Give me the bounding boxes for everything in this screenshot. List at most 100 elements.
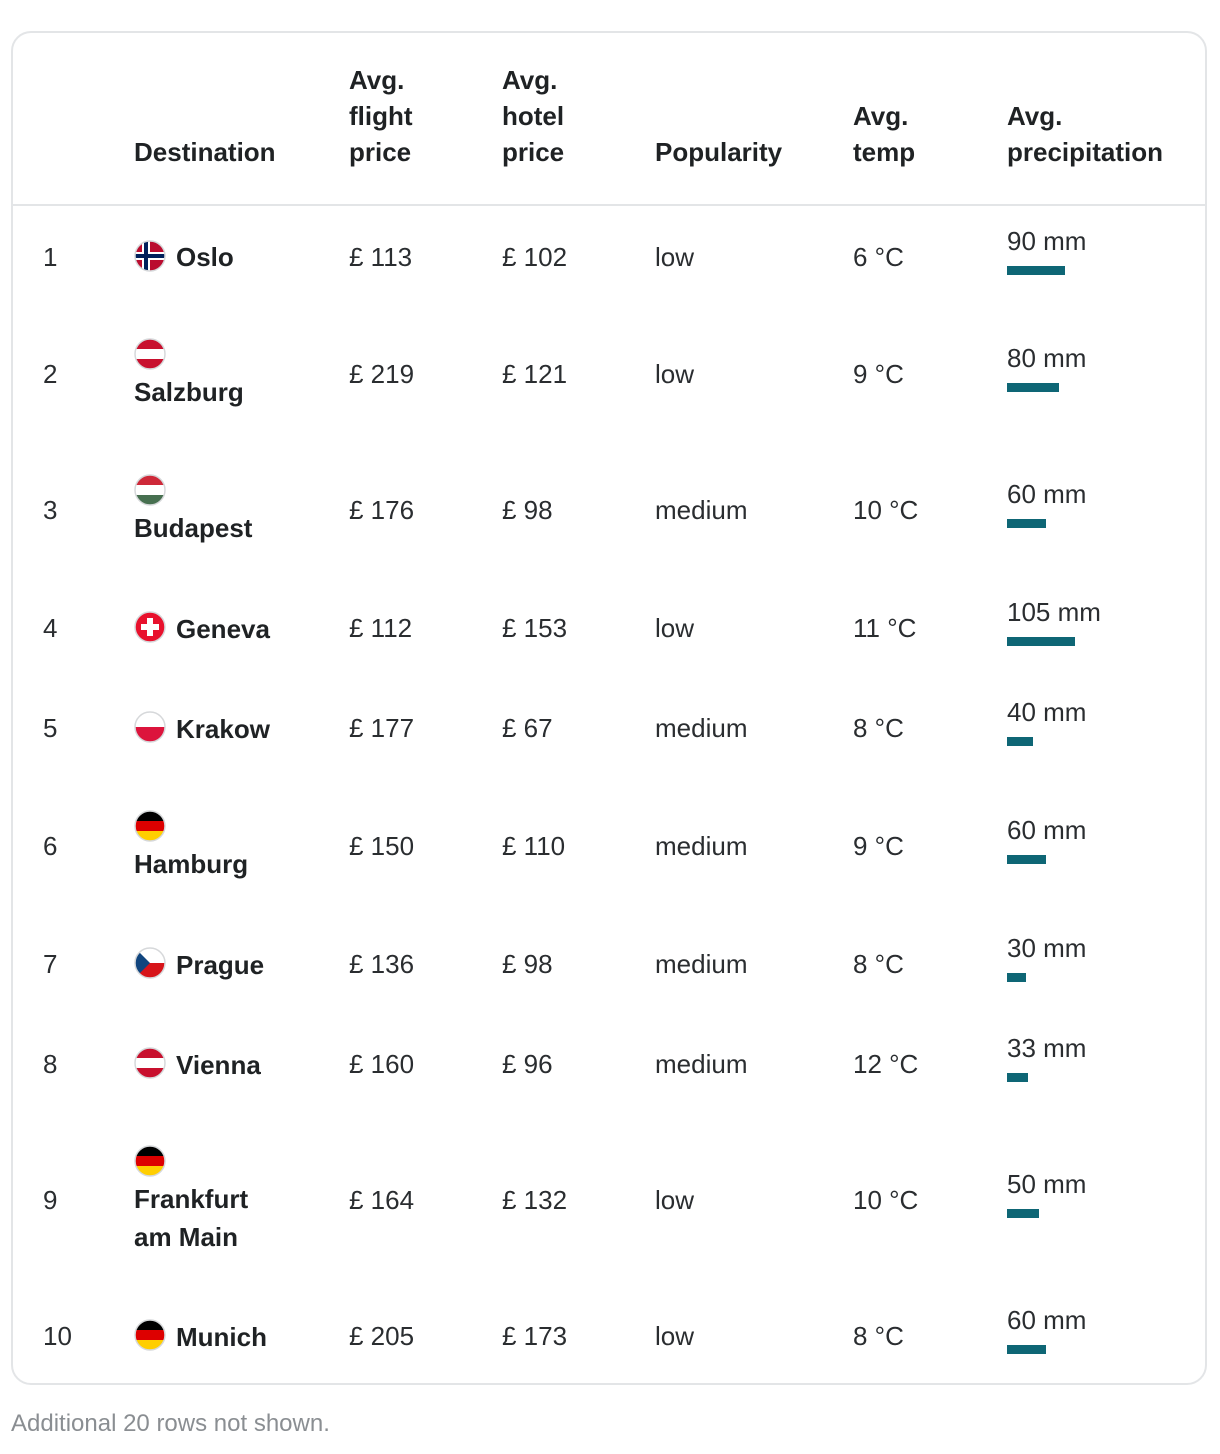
hotel-price-cell: £ 132 [502, 1185, 568, 1215]
header-temp-line1: Avg. [853, 101, 909, 131]
precipitation-value: 60 mm [1007, 1305, 1087, 1335]
precipitation-bar [1007, 973, 1026, 982]
destination-cell: Budapest [134, 441, 349, 579]
precipitation: 30 mm [1007, 930, 1205, 982]
rank-cell: 9 [43, 1185, 58, 1215]
rank-cell: 3 [43, 495, 58, 525]
hungary-flag-icon [134, 474, 274, 506]
flight-price-cell: £ 150 [349, 831, 415, 861]
precipitation-value: 40 mm [1007, 697, 1087, 727]
precipitation-value: 30 mm [1007, 933, 1087, 963]
popularity-cell: low [655, 613, 695, 643]
destination: Salzburg [134, 338, 274, 410]
destination: Vienna [134, 1045, 274, 1083]
hotel-price-cell: £ 121 [502, 359, 568, 389]
rank-cell: 4 [43, 613, 58, 643]
table-row: 9 Frankfurt am Main £ 164 £ 132 low 10 °C 50 m… [13, 1113, 1205, 1287]
destinations-table-card: Destination Avg. flight price Avg. hotel… [11, 31, 1207, 1385]
rank-cell: 2 [43, 359, 58, 389]
header-hotel-line3: price [502, 137, 565, 167]
destination: Munich [134, 1317, 274, 1355]
precipitation-bar [1007, 519, 1046, 528]
header-hotel-line1: Avg. [502, 65, 558, 95]
table-row: 5 Krakow £ 177 £ 67 medium 8 °C 40 mm [13, 677, 1205, 779]
hotel-price-cell: £ 173 [502, 1321, 568, 1351]
header-destination: Destination [134, 33, 349, 206]
temp-cell: 8 °C [853, 949, 904, 979]
header-flight-line3: price [349, 137, 412, 167]
precipitation-cell: 60 mm [1007, 779, 1205, 913]
header-precipitation: Avg. precipitation [1007, 33, 1205, 206]
precipitation-bar [1007, 265, 1065, 275]
destination-name: Frankfurt am Main [134, 1184, 249, 1253]
destination-name: Prague [176, 950, 265, 981]
popularity-cell: medium [655, 495, 748, 525]
destination-name: Krakow [176, 714, 270, 745]
destination-cell: Krakow [134, 677, 349, 779]
rank-cell: 10 [43, 1321, 72, 1351]
flight-price-cell: £ 164 [349, 1185, 415, 1215]
table-row: 4 Geneva £ 112 £ 153 low 11 °C 105 mm [13, 579, 1205, 677]
precipitation-bar [1007, 737, 1033, 746]
switzerland-flag-icon [134, 611, 166, 643]
precipitation-value: 50 mm [1007, 1169, 1087, 1199]
flight-price-cell: £ 176 [349, 495, 415, 525]
precipitation-cell: 40 mm [1007, 677, 1205, 779]
precipitation-value: 60 mm [1007, 815, 1087, 845]
destination-cell: Munich [134, 1287, 349, 1383]
destination-cell: Geneva [134, 579, 349, 677]
precipitation: 50 mm [1007, 1166, 1205, 1218]
table-row: 6 Hamburg £ 150 £ 110 medium 9 °C 60 mm [13, 779, 1205, 913]
hotel-price-cell: £ 67 [502, 713, 553, 743]
rank-cell: 8 [43, 1049, 58, 1079]
precipitation: 33 mm [1007, 1030, 1205, 1082]
popularity-cell: low [655, 241, 695, 272]
precipitation: 80 mm [1007, 340, 1205, 392]
precipitation-cell: 30 mm [1007, 913, 1205, 1015]
popularity-cell: medium [655, 1049, 748, 1079]
destination-cell: Frankfurt am Main [134, 1113, 349, 1287]
hotel-price-cell: £ 110 [502, 831, 566, 861]
flight-price-cell: £ 219 [349, 359, 415, 389]
temp-cell: 10 °C [853, 495, 919, 525]
header-temp: Avg. temp [853, 33, 1007, 206]
table-row: 1 Oslo £ 113 £ 102 low 6 °C 90 mm [13, 205, 1205, 307]
hotel-price-cell: £ 96 [502, 1049, 553, 1079]
popularity-cell: medium [655, 949, 748, 979]
flight-price-cell: £ 177 [349, 713, 415, 743]
popularity-cell: medium [655, 713, 748, 743]
table-row: 7 Prague £ 136 £ 98 medium 8 °C 30 mm [13, 913, 1205, 1015]
hotel-price-cell: £ 102 [502, 241, 568, 272]
destination: Hamburg [134, 810, 274, 882]
precipitation-cell: 33 mm [1007, 1015, 1205, 1113]
destination-name: Budapest [134, 513, 253, 544]
temp-cell: 8 °C [853, 1321, 904, 1351]
header-precip-line2: precipitation [1007, 137, 1164, 167]
temp-cell: 10 °C [853, 1185, 919, 1215]
temp-cell: 6 °C [853, 241, 904, 272]
header-popularity: Popularity [655, 33, 853, 206]
precipitation-value: 60 mm [1007, 479, 1087, 509]
hotel-price-cell: £ 98 [502, 949, 553, 979]
hotel-price-cell: £ 153 [502, 613, 568, 643]
rank-cell: 6 [43, 831, 58, 861]
header-temp-line2: temp [853, 137, 916, 167]
destination-name: Munich [176, 1322, 267, 1353]
destination: Prague [134, 945, 274, 983]
precipitation-bar [1007, 383, 1059, 392]
header-flight-line1: Avg. [349, 65, 405, 95]
header-rank [13, 33, 134, 206]
destination-name: Oslo [176, 242, 234, 273]
germany-flag-icon [134, 1319, 166, 1351]
germany-flag-icon [134, 1145, 274, 1177]
flight-price-cell: £ 205 [349, 1321, 415, 1351]
rows-not-shown-note: Additional 20 rows not shown. [11, 1410, 330, 1437]
table-row: 10 Munich £ 205 £ 173 low 8 °C 60 mm [13, 1287, 1205, 1383]
flight-price-cell: £ 112 [349, 613, 413, 643]
header-flight-line2: flight [349, 101, 413, 131]
temp-cell: 11 °C [853, 613, 917, 643]
precipitation-bar [1007, 1345, 1046, 1354]
austria-flag-icon [134, 1047, 166, 1079]
flight-price-cell: £ 160 [349, 1049, 415, 1079]
precipitation-cell: 60 mm [1007, 1287, 1205, 1383]
